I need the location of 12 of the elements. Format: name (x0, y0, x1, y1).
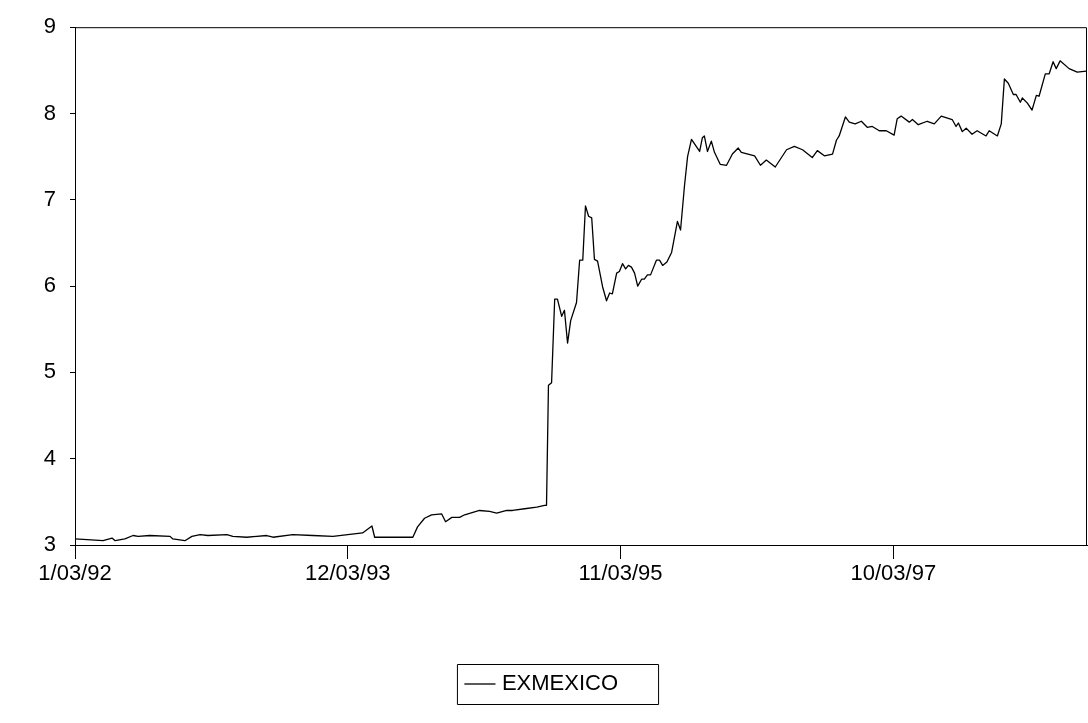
y-tick-label: 4 (43, 444, 56, 470)
x-tick-label: 1/03/92 (38, 560, 112, 586)
y-tick-label: 9 (43, 13, 56, 39)
y-tick-label: 6 (43, 272, 56, 298)
y-tick-label: 7 (43, 185, 56, 211)
x-tick-label: 11/03/95 (578, 560, 663, 586)
y-tick-label: 5 (43, 358, 56, 384)
x-tick-label: 10/03/97 (850, 560, 937, 586)
legend-label: EXMEXICO (501, 670, 619, 696)
y-tick-label: 3 (43, 531, 56, 557)
y-tick-label: 8 (43, 99, 56, 125)
x-tick-label: 12/03/93 (304, 560, 391, 586)
